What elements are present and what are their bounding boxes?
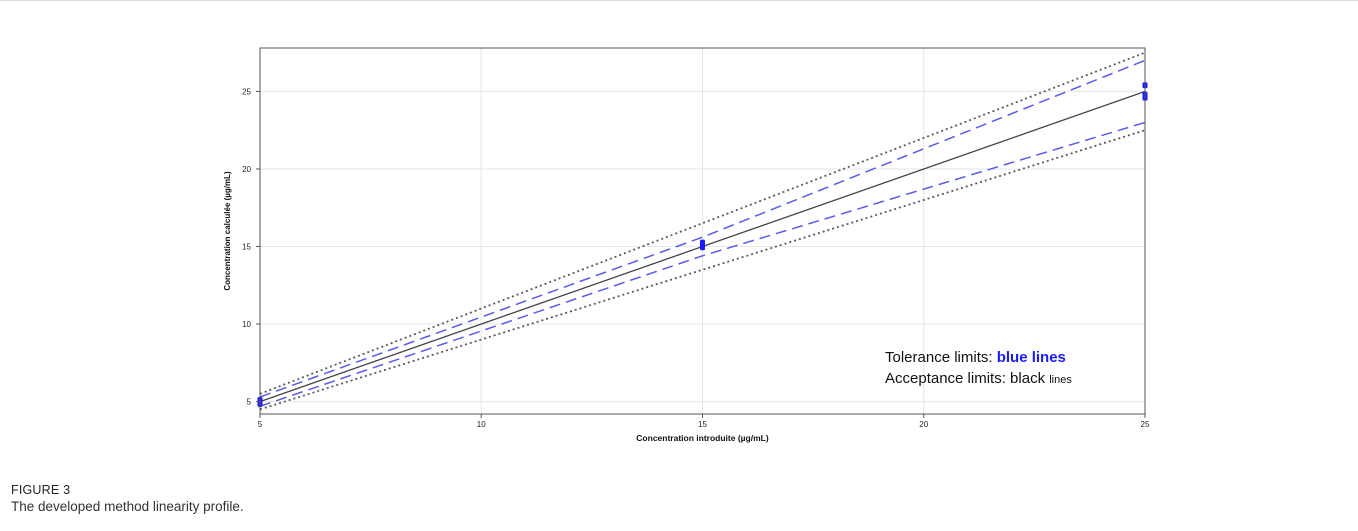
y-tick-label: 10 (242, 320, 251, 329)
y-axis-label: Concentration calculée (µg/mL) (223, 171, 232, 291)
x-tick-label: 25 (1141, 420, 1150, 429)
series-acceptance-upper (259, 51, 1146, 395)
chart: 5 10 15 20 25 5 10 15 20 25 Concentration introdu… (0, 1, 1358, 461)
data-point (700, 239, 705, 246)
legend-tolerance-prefix: Tolerance limits: (885, 349, 997, 366)
x-axis-label: Concentration introduite (µg/mL) (636, 433, 769, 443)
x-tick-label: 15 (698, 420, 707, 429)
series-tolerance-upper (259, 59, 1146, 398)
series-tolerance-lower (259, 121, 1146, 407)
y-tick-label: 5 (247, 398, 252, 407)
grid (259, 48, 1146, 414)
figure-caption: The developed method linearity profile. (11, 499, 244, 514)
y-tick-label: 20 (242, 165, 251, 174)
y-tick-label: 25 (242, 87, 251, 96)
legend-tolerance-text: Tolerance limits: blue lines (885, 349, 1066, 366)
figure-label: FIGURE 3 (11, 483, 71, 497)
x-tick-label: 5 (258, 420, 263, 429)
legend-acceptance-suffix: lines (1049, 374, 1072, 386)
ticks: 5 10 15 20 25 5 10 15 20 25 (242, 87, 1150, 429)
x-tick-label: 20 (919, 420, 928, 429)
chart-svg: 5 10 15 20 25 5 10 15 20 25 Concentration introdu… (223, 47, 1150, 443)
legend-acceptance-text: Acceptance limits: black lines (885, 370, 1072, 387)
y-tick-label: 15 (242, 243, 251, 252)
legend-acceptance-prefix: Acceptance limits: black (885, 370, 1049, 387)
legend-tolerance-highlight: blue lines (997, 349, 1066, 366)
x-tick-label: 10 (477, 420, 486, 429)
